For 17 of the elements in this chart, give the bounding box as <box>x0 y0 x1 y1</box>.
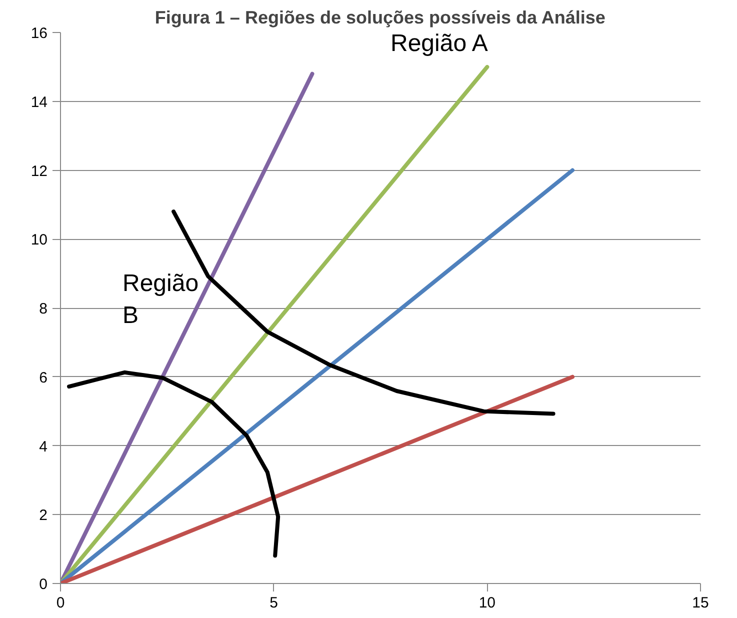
y-tick-label: 0 <box>39 576 48 593</box>
annotation: Região B <box>122 270 199 329</box>
line-series <box>67 370 280 558</box>
y-tick-label: 4 <box>39 438 48 456</box>
y-tick-label: 8 <box>39 300 48 318</box>
y-tick-label: 2 <box>39 507 48 524</box>
annotation: Região A <box>390 30 488 57</box>
chart-title: Figura 1 – Regiões de soluções possíveis da Análise <box>154 8 606 28</box>
y-tick-label: 14 <box>30 94 48 111</box>
y-tick-label: 6 <box>39 369 48 386</box>
y-tick-label: 12 <box>30 162 48 180</box>
x-tick-label: 10 <box>478 594 496 612</box>
y-tick-label: 10 <box>30 232 48 249</box>
x-tick-label: 15 <box>692 594 709 612</box>
x-tick-label: 0 <box>56 594 65 612</box>
y-tick-label: 16 <box>30 25 48 42</box>
x-tick-label: 5 <box>270 594 278 612</box>
